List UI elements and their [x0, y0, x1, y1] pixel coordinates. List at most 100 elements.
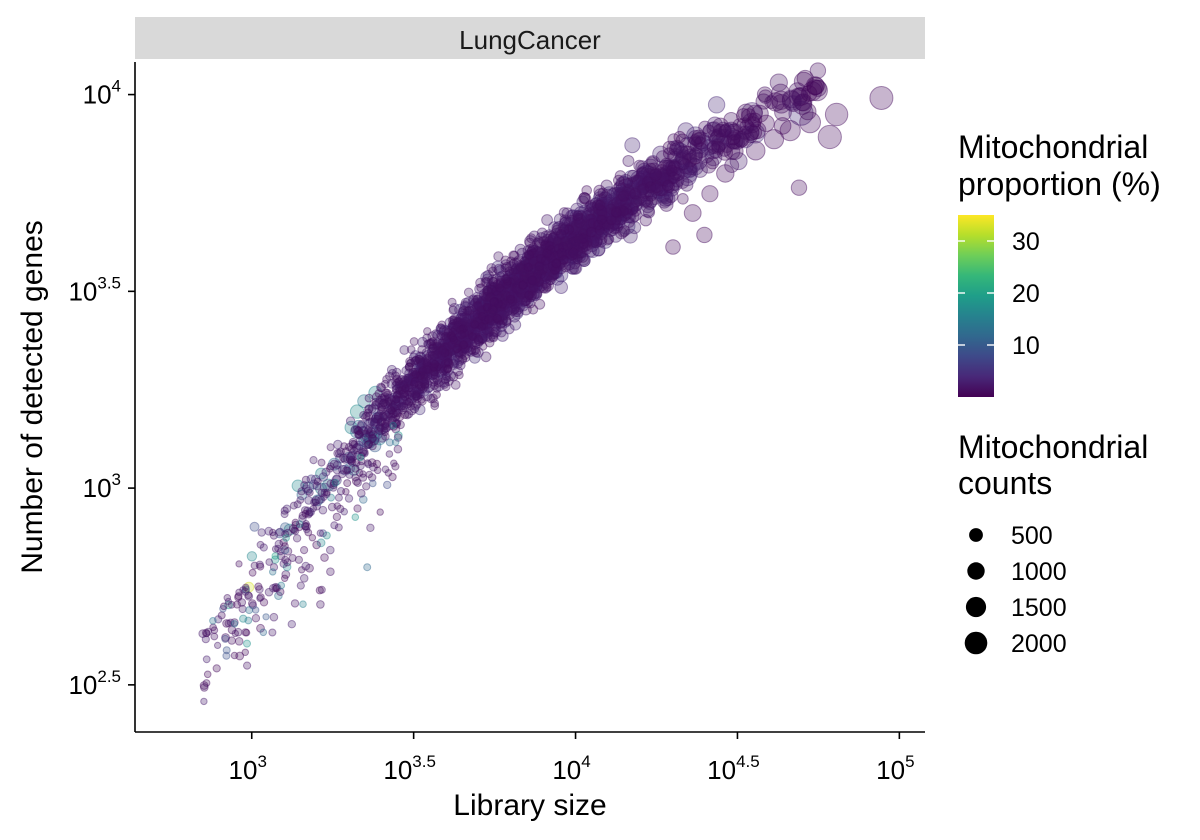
data-point [572, 212, 587, 227]
data-point [561, 229, 575, 243]
data-point [598, 191, 612, 205]
data-point [579, 192, 592, 205]
data-point [609, 229, 623, 243]
data-point [595, 197, 609, 211]
data-point [368, 430, 381, 443]
data-point [607, 198, 623, 215]
data-point [592, 220, 606, 234]
data-point [585, 216, 600, 231]
data-point [622, 155, 635, 167]
data-point [575, 221, 589, 235]
data-point [610, 215, 625, 230]
data-point [627, 189, 640, 203]
data-point [781, 90, 802, 111]
data-point [496, 281, 510, 294]
y-tick-label: 102.5 [68, 667, 121, 700]
data-point [609, 220, 623, 234]
data-point [363, 459, 372, 467]
data-point [362, 482, 371, 491]
data-point [569, 230, 584, 245]
data-point [796, 69, 814, 88]
data-point [545, 248, 557, 261]
data-point [724, 123, 742, 141]
y-tick-label: 103.5 [68, 273, 121, 306]
data-point [559, 238, 574, 253]
data-point [372, 411, 384, 424]
data-point [702, 121, 723, 142]
data-point [562, 231, 574, 244]
data-point [616, 187, 630, 202]
data-point [545, 237, 558, 250]
data-point [576, 195, 590, 209]
data-point [288, 554, 297, 562]
data-point [662, 161, 678, 177]
data-point [520, 255, 533, 267]
data-point [342, 452, 355, 464]
data-point [209, 623, 217, 632]
data-point [578, 255, 591, 268]
data-point [764, 95, 779, 109]
data-point [494, 299, 504, 309]
data-point [675, 145, 689, 159]
data-point [528, 279, 540, 292]
data-point [480, 330, 493, 342]
data-point [624, 182, 639, 197]
data-point [693, 136, 707, 150]
data-point [300, 546, 309, 555]
data-point [640, 199, 655, 214]
data-point [569, 262, 582, 275]
data-point [625, 209, 640, 224]
data-point [581, 185, 593, 196]
data-point [562, 223, 575, 236]
data-point [641, 176, 654, 189]
data-point [563, 240, 577, 254]
data-point [475, 331, 488, 344]
data-point [271, 545, 280, 553]
data-point [444, 333, 457, 346]
data-point [552, 237, 567, 252]
data-point [711, 133, 730, 151]
data-point [622, 185, 636, 199]
data-point [553, 213, 567, 226]
data-point [326, 545, 335, 555]
y-axis-title: Number of detected genes [16, 220, 49, 574]
data-point [504, 277, 518, 291]
data-point [615, 186, 630, 201]
data-point [615, 226, 628, 240]
data-point [547, 252, 560, 265]
data-point [573, 233, 584, 244]
data-point [614, 170, 627, 182]
data-point [417, 367, 430, 380]
data-point [541, 268, 553, 281]
data-point [561, 236, 575, 250]
data-point [222, 646, 231, 655]
data-point [666, 140, 681, 156]
data-point [677, 164, 693, 180]
data-point [594, 207, 609, 221]
data-point [498, 305, 511, 318]
data-point [503, 279, 517, 292]
data-point [297, 487, 306, 496]
size-legend-dot [964, 631, 988, 655]
data-point [793, 71, 814, 92]
data-point [611, 211, 625, 226]
data-point [595, 217, 610, 232]
data-point [504, 281, 517, 294]
data-point [364, 431, 377, 444]
data-point [520, 303, 532, 316]
data-point [654, 164, 669, 179]
data-point [517, 271, 531, 284]
data-point [548, 264, 563, 279]
data-point [706, 140, 720, 155]
data-point [602, 194, 617, 208]
data-point [214, 641, 222, 650]
data-point [243, 639, 251, 648]
data-point [290, 599, 300, 608]
data-point [618, 209, 632, 222]
data-point [521, 274, 534, 287]
data-point [443, 346, 455, 358]
data-point [535, 264, 548, 277]
data-point [625, 202, 639, 216]
data-point [626, 169, 640, 183]
data-point [530, 278, 543, 291]
